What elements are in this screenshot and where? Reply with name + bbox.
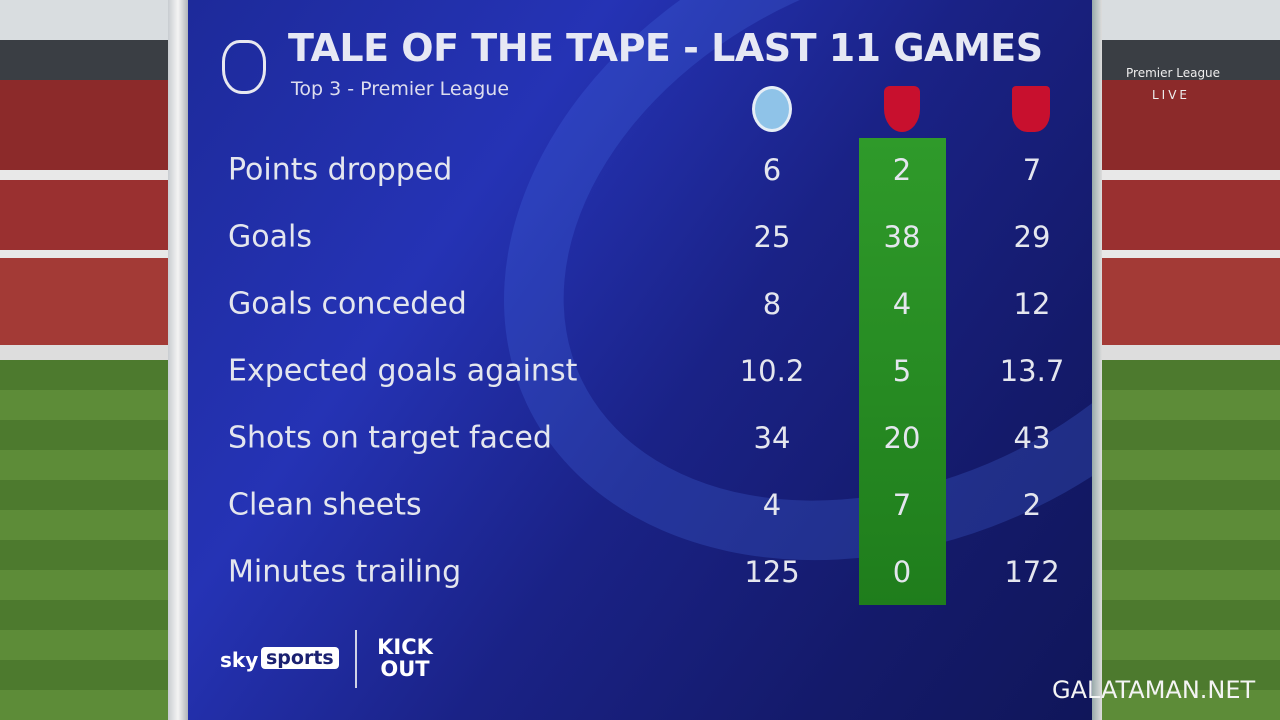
- row-label: Points dropped: [228, 152, 453, 188]
- cell-value: 7: [1022, 153, 1042, 187]
- row-label: Clean sheets: [228, 487, 422, 523]
- row-label: Shots on target faced: [228, 420, 552, 456]
- cell-value: 25: [753, 220, 791, 254]
- pillar: [1092, 0, 1102, 720]
- partner-logo: KICK OUT: [377, 635, 433, 681]
- team-badge: [1012, 86, 1050, 132]
- row-label: Goals conceded: [228, 286, 467, 322]
- cell-value: 172: [1004, 555, 1060, 589]
- cell-value: 13.7: [999, 354, 1065, 388]
- team-badge: [752, 86, 792, 132]
- cell-value: 0: [892, 555, 912, 589]
- cell-value: 7: [892, 488, 912, 522]
- cell-value: 125: [744, 555, 800, 589]
- cell-value: 10.2: [739, 354, 805, 388]
- cell-value: 2: [1022, 488, 1042, 522]
- team-badge: [884, 86, 920, 132]
- cell-value: 38: [883, 220, 921, 254]
- watermark: GALATAMAN.NET: [1052, 676, 1256, 704]
- bg-live: LIVE: [1152, 88, 1191, 102]
- cell-value: 4: [892, 287, 912, 321]
- row-label: Minutes trailing: [228, 554, 462, 590]
- cell-value: 8: [762, 287, 782, 321]
- cell-value: 12: [1013, 287, 1051, 321]
- divider: [355, 630, 357, 688]
- row-label: Expected goals against: [228, 353, 578, 389]
- cell-value: 20: [883, 421, 921, 455]
- cell-value: 34: [753, 421, 791, 455]
- cell-value: 6: [762, 153, 782, 187]
- cell-value: 4: [762, 488, 782, 522]
- league-logo: [222, 40, 266, 94]
- row-label: Goals: [228, 219, 312, 255]
- pillar: [168, 0, 188, 720]
- highlight-column: [859, 138, 946, 605]
- cell-value: 2: [892, 153, 912, 187]
- brand: sky: [220, 648, 259, 672]
- cell-value: 5: [892, 354, 912, 388]
- cell-value: 29: [1013, 220, 1051, 254]
- cell-value: 43: [1013, 421, 1051, 455]
- title: TALE OF THE TAPE - LAST 11 GAMES: [288, 26, 1043, 70]
- subtitle: Top 3 - Premier League: [291, 78, 510, 100]
- bg-league: Premier League: [1126, 66, 1221, 80]
- brand: sports: [261, 647, 339, 669]
